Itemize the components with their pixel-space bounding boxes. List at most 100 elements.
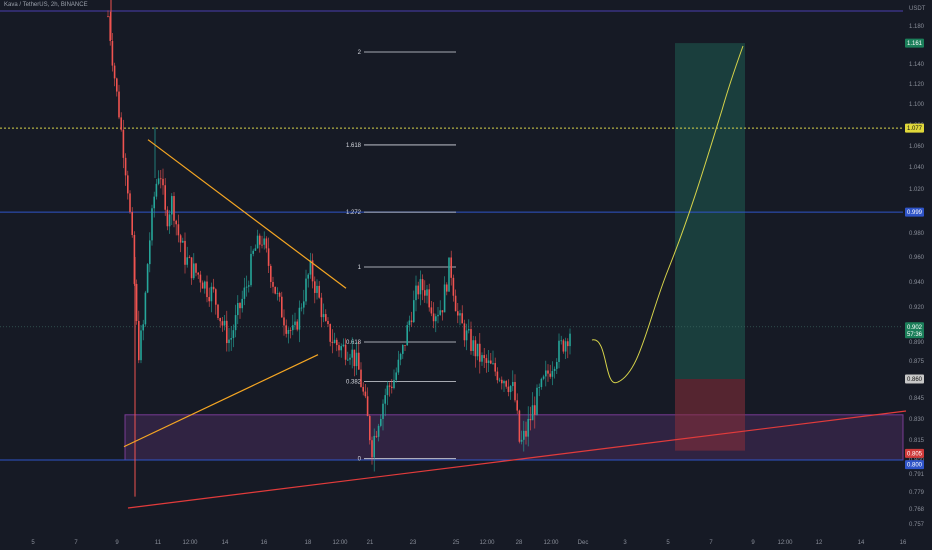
candle-body — [360, 369, 362, 387]
price-badge-label: 0.860 — [907, 377, 923, 383]
candle-body — [531, 405, 534, 421]
y-tick-label: 1.100 — [909, 102, 925, 108]
candle-body — [556, 362, 558, 369]
fib-level-label: 2 — [358, 50, 362, 56]
candle-body — [206, 281, 208, 298]
candle-body — [452, 277, 455, 296]
candle-body — [305, 278, 307, 302]
candle-body — [536, 387, 538, 415]
y-tick-label: 0.845 — [909, 396, 925, 402]
candle-body — [364, 391, 367, 397]
candle-body — [388, 385, 391, 387]
candle-body — [294, 321, 296, 326]
candle-body — [369, 416, 371, 441]
triangle-lower-line — [123, 354, 319, 448]
candle-body — [327, 320, 329, 325]
x-tick-label: 12:00 — [543, 540, 559, 546]
candle-body — [481, 355, 483, 362]
candle-body — [393, 379, 395, 389]
candle-body — [182, 240, 184, 243]
candle-body — [278, 292, 281, 297]
x-tick-label: 3 — [623, 540, 627, 546]
candle-body — [195, 263, 197, 273]
candle-body — [375, 435, 378, 437]
x-tick-label: 11 — [155, 540, 162, 546]
projection-curve — [591, 45, 744, 384]
candle-body — [164, 185, 166, 210]
candle-body — [485, 358, 488, 363]
candle-body — [256, 235, 259, 249]
candle-body — [274, 286, 276, 294]
y-tick-label: 0.830 — [909, 417, 925, 423]
x-tick-label: 7 — [74, 540, 78, 546]
candle-body — [441, 310, 444, 313]
x-tick-label: 5 — [666, 540, 670, 546]
candle-body — [311, 260, 314, 282]
candle-body — [133, 234, 136, 284]
fib-level-label: 1 — [358, 265, 362, 271]
candle-body — [483, 355, 485, 359]
candle-body — [443, 284, 446, 313]
candle-body — [303, 301, 305, 308]
candle-body — [331, 341, 334, 343]
candle-body — [160, 178, 162, 180]
candle-body — [307, 274, 309, 279]
candle-body — [540, 378, 543, 388]
candle-body — [190, 257, 193, 279]
candle-body — [421, 279, 424, 291]
candle-body — [162, 178, 164, 186]
candle-body — [406, 325, 408, 346]
price-badge-label: 0.805 — [907, 451, 923, 457]
candle-body — [333, 339, 336, 343]
candle-body — [267, 248, 270, 266]
candle-body — [272, 281, 274, 287]
candle-body — [149, 240, 151, 265]
x-tick-label: 12:00 — [182, 540, 198, 546]
price-badge-label: 1.077 — [907, 126, 923, 132]
candle-body — [417, 285, 419, 295]
candle-body — [569, 333, 571, 347]
candle-body — [250, 253, 252, 286]
candle-body — [349, 357, 351, 360]
candle-body — [197, 272, 199, 275]
candle-body — [487, 360, 490, 363]
candle-body — [157, 178, 160, 184]
candle-body — [325, 314, 327, 321]
candle-body — [505, 381, 507, 387]
candle-body — [336, 339, 338, 346]
x-tick-label: 9 — [115, 540, 119, 546]
fib-level-label: 0.382 — [346, 380, 362, 386]
candle-body — [212, 286, 215, 290]
candle-body — [173, 196, 175, 221]
candle-body — [459, 313, 461, 316]
candle-body — [340, 346, 342, 351]
x-tick-label: 12:00 — [777, 540, 793, 546]
candle-body — [463, 323, 466, 341]
candle-body — [179, 235, 182, 243]
candle-body — [439, 310, 441, 315]
candle-body — [509, 386, 512, 393]
candle-body — [232, 330, 235, 339]
candle-body — [230, 338, 232, 340]
candle-body — [468, 329, 470, 331]
candle-body — [529, 418, 532, 421]
candle-body — [270, 265, 272, 282]
candle-body — [520, 439, 523, 442]
candle-body — [432, 313, 435, 322]
candle-body — [545, 370, 547, 377]
candle-body — [358, 352, 360, 370]
candle-body — [503, 381, 505, 384]
candle-body — [210, 286, 213, 302]
triangle-upper-line — [147, 139, 347, 289]
y-tick-label: 0.757 — [909, 522, 925, 528]
candle-body — [419, 279, 422, 295]
x-tick-label: 12:00 — [479, 540, 495, 546]
candle-body — [538, 387, 540, 388]
candle-body — [428, 289, 430, 308]
candle-body — [259, 235, 261, 245]
candle-body — [518, 410, 521, 442]
x-tick-label: 25 — [453, 540, 460, 546]
fib-level-label: 0.618 — [346, 340, 362, 346]
candle-body — [166, 209, 169, 227]
